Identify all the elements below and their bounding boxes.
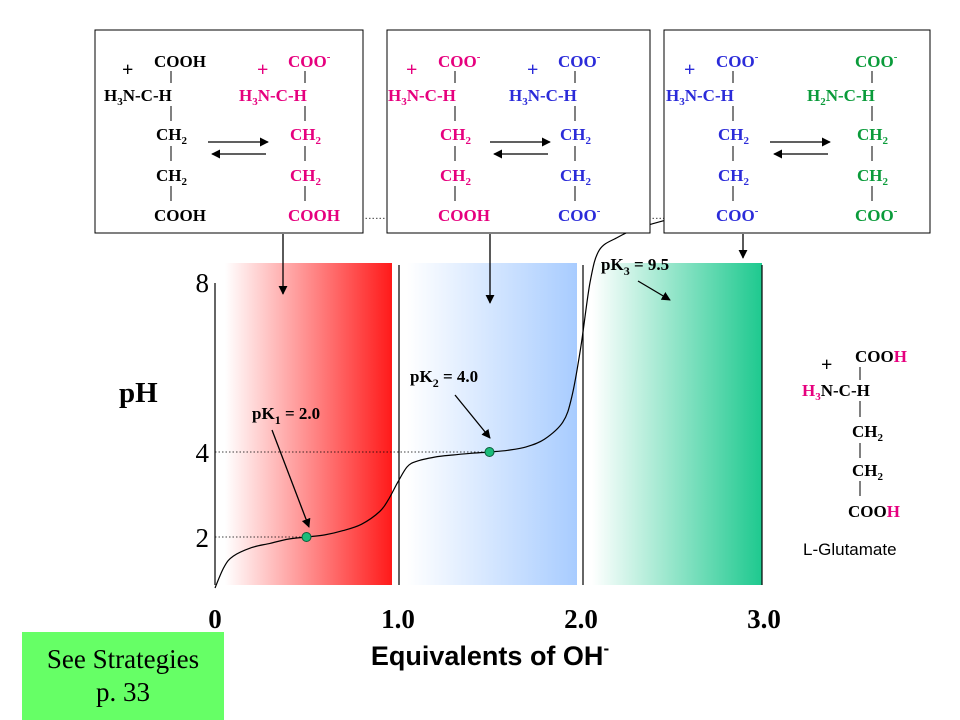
box1-left-ch2-b: CH2: [156, 166, 188, 188]
box1-left-plus-sign: +: [122, 59, 133, 81]
y-tick-label-4: 4: [196, 438, 210, 468]
box2-left-ch2-b: CH2: [440, 166, 472, 188]
pk2-point: [484, 447, 495, 457]
box2-right-ch2-a: CH2: [560, 125, 592, 147]
see-strategies-badge[interactable]: See Strategies p. 33: [22, 632, 224, 720]
box3-left-plus-sign: +: [684, 59, 695, 81]
glutamate-ch2-b: CH2: [852, 461, 884, 483]
box2-left-amine-group: H3N-C-H: [388, 86, 456, 108]
structure-box-3: [663, 29, 931, 234]
glutamate-amine-group: H3N-C-H: [802, 381, 870, 403]
x-tick-label-0: 0: [208, 604, 222, 634]
box2-left-ch2-a: CH2: [440, 125, 472, 147]
glutamate-bottom-group: COOH: [848, 502, 900, 521]
box2-right-top-group: COO-: [558, 51, 601, 71]
box1-right-ch2-a: CH2: [290, 125, 322, 147]
box3-left-ch2-a: CH2: [718, 125, 750, 147]
box3-left-ch2-b: CH2: [718, 166, 750, 188]
box1-right-plus-sign: +: [257, 59, 268, 81]
structure-box-1: [94, 29, 364, 234]
box3-left-amine-group: H3N-C-H: [666, 86, 734, 108]
pk1-arrow: [271, 429, 311, 528]
badge-line-2: p. 33: [96, 677, 150, 707]
y-axis-label: pH: [119, 377, 158, 409]
box3-right-top-group: COO-: [855, 51, 898, 71]
glutamate-ch2-a: CH2: [852, 422, 884, 444]
glutamate-plus-sign: +: [821, 354, 832, 376]
red-band: [225, 263, 392, 585]
box3-left-top-group: COO-: [716, 51, 759, 71]
x-axis-label: Equivalents of OH-: [371, 639, 609, 671]
box2-right-ch2-b: CH2: [560, 166, 592, 188]
box3-right-amine-group: H2N-C-H: [807, 86, 875, 108]
pk3-label: pK3 = 9.5: [601, 255, 669, 278]
box1-left-ch2-a: CH2: [156, 125, 188, 147]
box1-right-amine-group: H3N-C-H: [239, 86, 307, 108]
box3-right-ch2-b: CH2: [857, 166, 889, 188]
box2-left-plus-sign: +: [406, 59, 417, 81]
box3-right-bottom-group: COO-: [855, 205, 898, 225]
box2-left-top-group: COO-: [438, 51, 481, 71]
structure-box-2: [386, 29, 651, 234]
box2-right-plus-sign: +: [527, 59, 538, 81]
box2-left-bottom-group: COOH: [438, 206, 490, 225]
box2-right-bottom-group: COO-: [558, 205, 601, 225]
pk2-arrow: [454, 394, 491, 439]
x-tick-label-1: 1.0: [381, 604, 415, 634]
box1-right-ch2-b: CH2: [290, 166, 322, 188]
y-tick-label-8: 8: [196, 268, 210, 298]
box3-right-ch2-a: CH2: [857, 125, 889, 147]
pk1-label: pK1 = 2.0: [252, 404, 320, 427]
pk1-point: [301, 532, 312, 542]
box2-right-amine-group: H3N-C-H: [509, 86, 577, 108]
blue-band: [407, 263, 577, 585]
box1-left-bottom-group: COOH: [154, 206, 206, 225]
box1-right-bottom-group: COOH: [288, 206, 340, 225]
glutamate-top-group: COOH: [855, 347, 907, 366]
pk3-arrow: [637, 280, 671, 301]
pk2-label: pK2 = 4.0: [410, 367, 478, 390]
green-band: [592, 263, 762, 585]
box1-right-top-group: COO-: [288, 51, 331, 71]
box1-left-amine-group: H3N-C-H: [104, 86, 172, 108]
x-tick-label-2: 2.0: [564, 604, 598, 634]
glutamate-name-label: L-Glutamate: [803, 540, 897, 559]
y-tick-label-2: 2: [196, 523, 210, 553]
box1-left-top-group: COOH: [154, 52, 206, 71]
box3-left-bottom-group: COO-: [716, 205, 759, 225]
x-tick-label-3: 3.0: [747, 604, 781, 634]
badge-line-1: See Strategies: [46, 644, 200, 674]
